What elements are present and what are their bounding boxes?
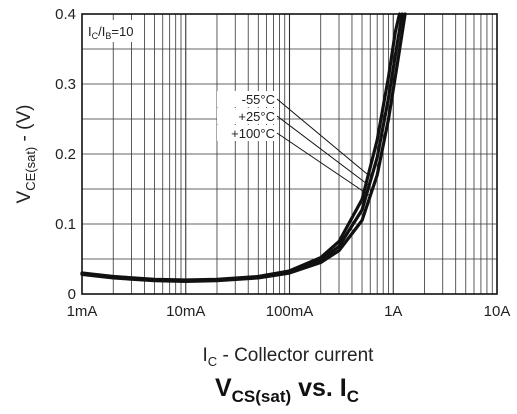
condition-box [84,20,136,42]
series-line-2 [80,12,407,283]
x-tick-label: 1A [384,303,402,320]
x-tick-label: 1mA [67,303,98,320]
chart-caption: VCS(sat) vs. IC [215,374,359,406]
series-label: -55°C [242,92,275,107]
series-label-bg [217,108,277,124]
plot-frame [81,13,498,295]
x-tick-label: 10A [484,303,511,320]
series-label: +25°C [238,109,275,124]
series-lines: -55°C +25°C +100°C [80,12,407,283]
x-axis-title: IC - Collector current [203,345,375,369]
y-tick-label: 0.3 [55,76,76,93]
series-label: +100°C [231,126,275,141]
series-label-bg [217,125,277,141]
tick-labels: 1mA 10mA 100mA 1A 10A 0 0.1 0.2 0.3 0.4 [55,6,510,320]
series-label-bg [217,91,277,107]
y-axis-title: VCE(sat) - (V) [14,105,38,204]
condition-label: IC/IB=10 [88,24,133,41]
y-tick-label: 0.1 [55,216,76,233]
series-leader-line [276,115,370,186]
y-tick-label: 0 [68,286,76,303]
x-tick-label: 100mA [266,303,314,320]
y-tick-label: 0.4 [55,6,76,23]
x-tick-label: 10mA [166,303,205,320]
grid [82,13,497,294]
series-leader-line [276,132,371,197]
series-leader-line [276,98,369,176]
y-tick-label: 0.2 [55,146,76,163]
series-line-1 [80,12,404,283]
